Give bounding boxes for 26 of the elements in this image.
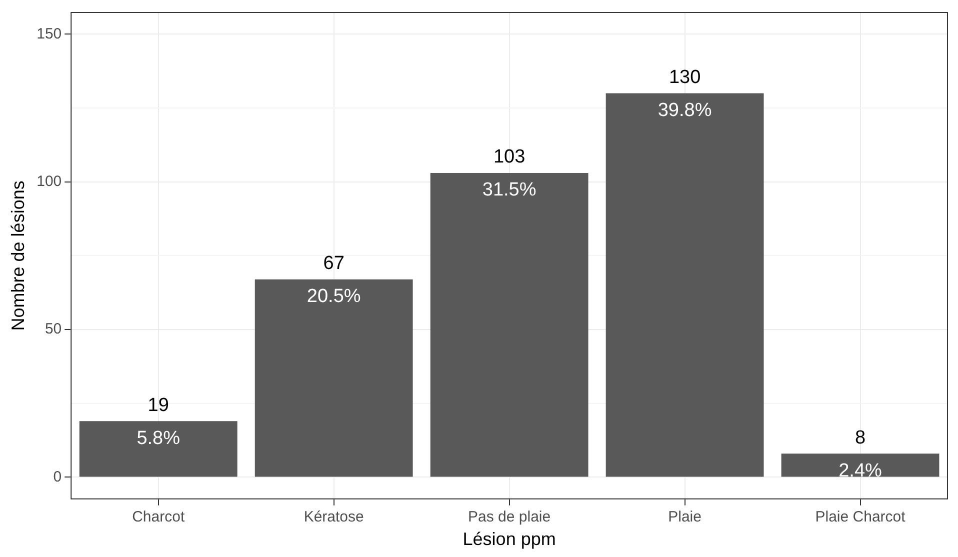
bar [79, 421, 238, 477]
data-label: 103 [493, 146, 526, 168]
x-tick-label: Kératose [304, 508, 364, 526]
x-axis-title: Lésion ppm [462, 529, 556, 550]
bar [781, 454, 940, 477]
y-tick-label: 100 [36, 172, 62, 190]
bar [254, 279, 413, 477]
bar [606, 93, 764, 477]
y-tick-label: 50 [44, 320, 62, 338]
x-tick-label: Plaie [668, 508, 702, 526]
x-tick-label: Plaie Charcot [815, 508, 906, 526]
y-tick-label: 0 [53, 468, 62, 486]
data-label: 67 [323, 253, 344, 274]
annotation: 31.5% [482, 180, 536, 201]
annotation: 2.4% [838, 460, 882, 482]
data-label: 8 [854, 427, 866, 448]
annotation: 5.8% [136, 428, 180, 449]
y-axis-title: Nombre de lésions [8, 180, 28, 331]
bar [430, 172, 588, 477]
x-tick-label: Pas de plaie [468, 508, 551, 526]
data-label: 130 [668, 66, 701, 88]
y-tick-label: 150 [36, 25, 62, 42]
x-tick-label: Charcot [132, 508, 186, 526]
annotation: 39.8% [658, 100, 712, 121]
data-label: 19 [148, 394, 169, 416]
annotation: 20.5% [306, 286, 361, 308]
